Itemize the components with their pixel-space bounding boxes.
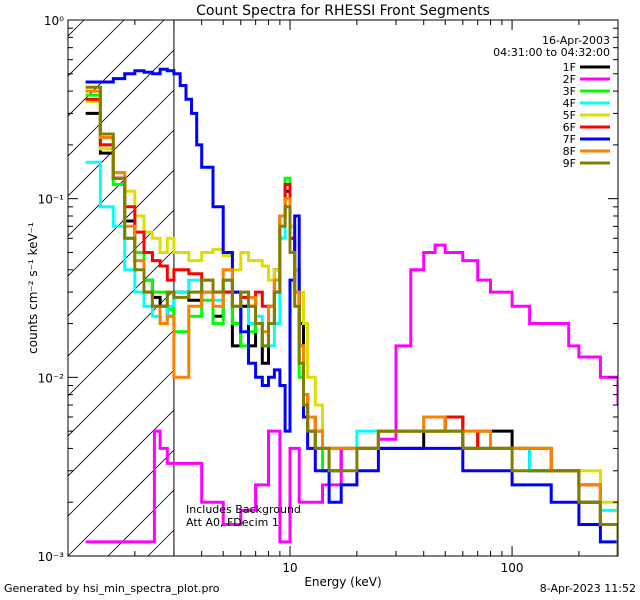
hatch-line <box>68 20 125 77</box>
legend-label-4F: 4F <box>563 97 576 110</box>
plot-frame <box>67 19 619 557</box>
series-line-9F <box>85 85 618 556</box>
hatch-line <box>628 20 640 556</box>
hatch-mask <box>174 20 618 556</box>
y-axis-label: counts cm⁻² s⁻¹ keV⁻¹ <box>26 222 40 354</box>
hatch-line <box>68 20 245 197</box>
y-tick-label: 10⁰ <box>44 14 64 28</box>
legend-label-9F: 9F <box>563 157 576 170</box>
y-tick-label: 10⁻² <box>38 371 65 385</box>
chart-title: Count Spectra for RHESSI Front Segments <box>196 3 490 19</box>
y-tick-label: 10⁻¹ <box>38 193 65 207</box>
time-range-label: 04:31:00 to 04:32:00 <box>493 46 610 59</box>
legend-label-6F: 6F <box>563 121 576 134</box>
annotation-line-1: Includes Background <box>186 503 301 516</box>
energy-hatch-region <box>0 20 640 556</box>
legend-label-8F: 8F <box>563 145 576 158</box>
x-tick-label: 10 <box>282 561 297 575</box>
y-tick-label: 10⁻³ <box>38 550 65 564</box>
hatch-line <box>68 20 205 157</box>
annotation-line-2: Att A0, FDecim 1 <box>186 516 279 529</box>
hatch-line <box>68 20 85 37</box>
legend-label-2F: 2F <box>563 73 576 86</box>
date-label: 16-Apr-2003 <box>542 34 610 47</box>
legend-label-1F: 1F <box>563 61 576 74</box>
legend-label-3F: 3F <box>563 85 576 98</box>
x-tick-label: 100 <box>501 561 524 575</box>
legend-label-5F: 5F <box>563 109 576 122</box>
legend-label-7F: 7F <box>563 133 576 146</box>
spectra-lines <box>85 67 618 556</box>
footer-generator: Generated by hsi_min_spectra_plot.pro <box>4 582 220 595</box>
x-axis-label: Energy (keV) <box>304 575 381 589</box>
hatch-line <box>0 20 4 556</box>
hatch-line <box>68 20 165 117</box>
axes: 10 100 10⁻³ 10⁻² 10⁻¹ 10⁰ <box>38 14 619 575</box>
footer-timestamp: 8-Apr-2023 11:52 <box>539 582 636 595</box>
series-line-7F <box>85 67 618 556</box>
